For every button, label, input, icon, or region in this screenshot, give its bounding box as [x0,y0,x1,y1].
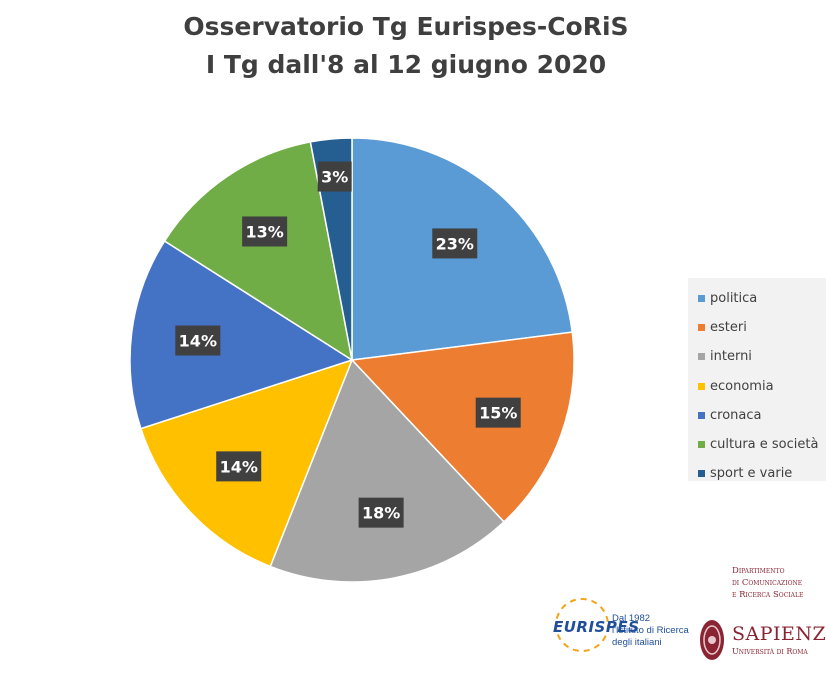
legend-item-politica: politica [698,284,826,313]
data-label-box [358,497,404,528]
data-label-esteri: 15% [475,397,521,428]
legend-swatch [698,441,705,449]
data-label-cronaca: 14% [175,325,221,356]
legend-swatch [698,295,705,303]
department-label: Dipartimento di Comunicazione e Ricerca … [732,565,803,601]
legend-item-economia: economia [698,372,826,401]
pie-slice-esteri [350,331,575,523]
legend-item-cultura-e-societ: cultura e società [698,430,826,459]
data-label-text: 14% [220,457,258,476]
sapienza-seal-icon [700,620,724,660]
chart-subtitle: I Tg dall'8 al 12 giugno 2020 [205,50,607,79]
data-label-box [475,397,521,428]
legend-item-sport-e-varie: sport e varie [698,459,826,488]
chart-title-block: Osservatorio Tg Eurispes-CoRiS I Tg dall… [0,8,812,84]
legend-item-esteri: esteri [698,313,826,342]
pie-slice-cultura-e-societ [163,141,354,362]
eurispes-logo: EURISPES Dal 1982 l'Istituto di Ricerca … [550,587,720,667]
legend-label: sport e varie [710,466,793,482]
legend-label: cronaca [710,407,762,423]
chart-legend: politica esteri interni economia cronaca cult… [688,278,826,481]
data-label-politica: 23% [432,228,478,259]
legend-label: interni [710,349,752,365]
legend-swatch [698,470,705,478]
legend-label: cultura e società [710,437,819,453]
legend-item-interni: interni [698,342,826,371]
chart-title: Osservatorio Tg Eurispes-CoRiS [183,12,629,41]
sapienza-name: SAPIENZA [732,623,826,645]
dept-line-1: Dipartimento [732,566,785,576]
dept-line-3: e Ricerca Sociale [732,590,804,600]
data-label-text: 13% [246,222,284,241]
data-label-box [242,216,288,247]
data-label-box [216,451,262,482]
data-label-sport-e-varie: 3% [317,161,352,192]
data-label-interni: 18% [358,497,404,528]
legend-label: politica [710,291,758,307]
data-label-box [432,228,478,259]
legend-label: economia [710,378,774,394]
legend-swatch [698,411,705,419]
legend-label: esteri [710,320,747,336]
eurispes-tagline-1: Dal 1982 [612,613,651,624]
sapienza-subtitle: Università di Roma [732,647,808,656]
eurispes-tagline: Dal 1982 l'Istituto di Ricerca degli ita… [612,613,702,649]
legend-item-cronaca: cronaca [698,401,826,430]
legend-swatch [698,353,705,361]
data-label-economia: 14% [216,451,262,482]
pie-slice-cronaca [129,240,354,430]
data-label-cultura-e-societ: 13% [242,216,288,247]
pie-slice-sport-e-varie [309,137,353,361]
data-label-text: 14% [179,332,217,351]
data-label-text: 18% [362,504,400,523]
eurispes-tagline-3: degli italiani [612,637,662,648]
data-label-text: 3% [321,168,348,187]
eurispes-name: EURISPES [553,618,640,636]
data-label-text: 15% [479,404,517,423]
eurispes-stars-icon [555,598,609,652]
legend-swatch [698,324,705,332]
data-label-box [317,161,352,192]
logos-area: Dipartimento di Comunicazione e Ricerca … [550,565,826,679]
data-label-text: 23% [436,234,474,253]
data-label-box [175,325,221,356]
pie-slice-interni [269,358,506,583]
legend-swatch [698,382,705,390]
eurispes-tagline-2: l'Istituto di Ricerca [612,625,689,636]
dept-line-2: di Comunicazione [732,578,803,588]
